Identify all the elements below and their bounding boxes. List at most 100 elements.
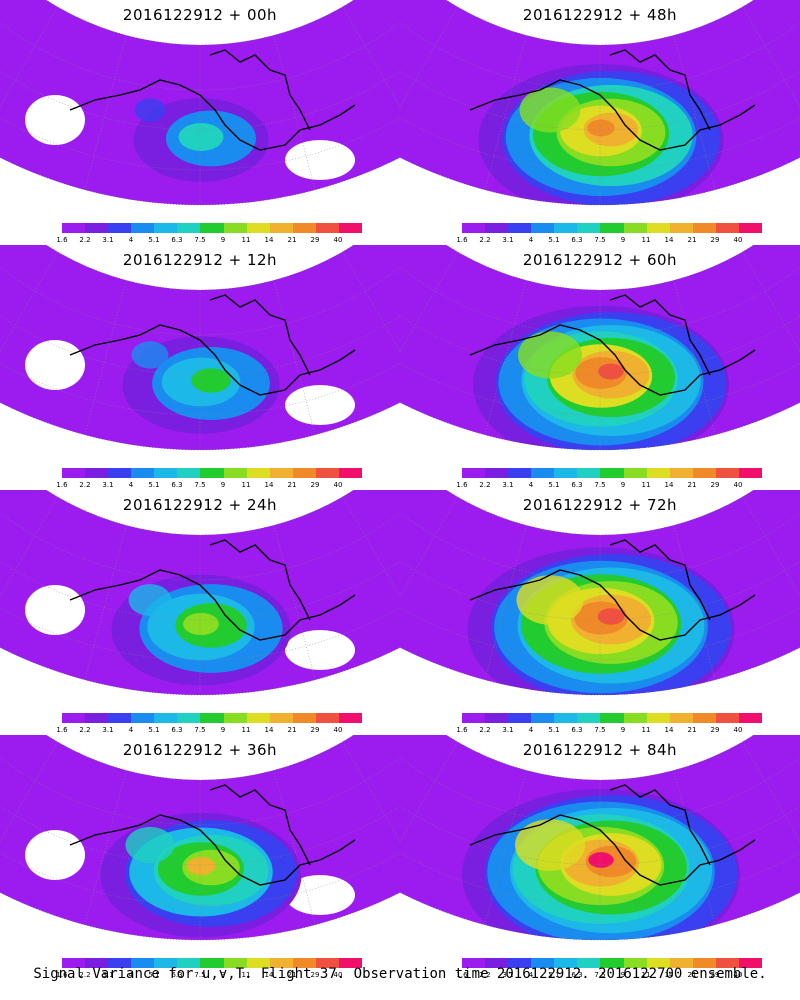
colorbar-segment — [315, 223, 339, 233]
colorbar-tick-label: 40 — [333, 481, 343, 489]
colorbar-segment — [62, 223, 86, 233]
colorbar-tick-label: 11 — [641, 726, 651, 734]
colorbar-segment — [646, 713, 670, 723]
colorbar-segment — [531, 958, 555, 968]
panel-title: 2016122912 + 36h — [122, 741, 278, 759]
colorbar-tick-label: 21 — [687, 726, 697, 734]
variance-map — [0, 245, 400, 451]
colorbar-segment — [108, 223, 132, 233]
colorbar-segment — [269, 713, 293, 723]
colorbar-segment — [485, 958, 509, 968]
colorbar-segment — [462, 468, 486, 478]
colorbar-segment — [508, 713, 532, 723]
colorbar-segment — [62, 713, 86, 723]
colorbar-tick-label: 29 — [710, 481, 720, 489]
colorbar-tick-label: 3.1 — [502, 481, 514, 489]
colorbar-segment — [85, 713, 109, 723]
colorbar-tick-label: 4 — [128, 971, 134, 979]
colorbar-tick-label: 14 — [264, 726, 274, 734]
colorbar-segment — [246, 223, 270, 233]
colorbar-segment — [669, 223, 693, 233]
colorbar — [62, 468, 363, 478]
colorbar-segment — [485, 468, 509, 478]
colorbar-segment — [508, 958, 532, 968]
colorbar-segment — [531, 713, 555, 723]
colorbar-tick-label: 11 — [641, 481, 651, 489]
colorbar-tick-label: 40 — [333, 726, 343, 734]
colorbar-tick-label: 9 — [620, 971, 626, 979]
colorbar-tick-label: 14 — [664, 481, 674, 489]
colorbar-tick-label: 2.2 — [479, 481, 491, 489]
colorbar-tick-label: 1.6 — [456, 726, 468, 734]
colorbar-tick-labels: 1.6 2.2 3.1 4 5.1 6.3 7.5 9 11 14 21 29 40 — [52, 971, 372, 981]
variance-map — [400, 0, 800, 206]
colorbar-tick-label: 2.2 — [79, 236, 91, 244]
colorbar-tick-label: 4 — [128, 236, 134, 244]
colorbar-segment — [715, 468, 739, 478]
panel-title: 2016122912 + 00h — [122, 6, 278, 24]
colorbar-segment — [738, 958, 763, 968]
colorbar-tick-labels: 1.6 2.2 3.1 4 5.1 6.3 7.5 9 11 14 21 29 40 — [52, 726, 372, 736]
colorbar-segment — [646, 468, 670, 478]
colorbar-tick-label: 21 — [287, 971, 297, 979]
colorbar-segment — [154, 713, 178, 723]
map-panel-p36: 2016122912 + 36h 1.6 2.2 3.1 4 5.1 6.3 7.5 9 11 14… — [0, 735, 400, 980]
colorbar-segment — [669, 713, 693, 723]
figure-footer-caption: Signal Variance for u,v,T. Flight 37. Ob… — [33, 966, 767, 982]
colorbar-segment — [531, 223, 555, 233]
colorbar-segment — [246, 468, 270, 478]
colorbar-tick-label: 21 — [687, 236, 697, 244]
colorbar-segment — [223, 223, 247, 233]
colorbar-segment — [692, 223, 716, 233]
colorbar-segment — [600, 468, 624, 478]
colorbar-tick-label: 3.1 — [502, 236, 514, 244]
colorbar-segment — [485, 223, 509, 233]
colorbar-segment — [623, 468, 647, 478]
map-panel-p72: 2016122912 + 72h 1.6 2.2 3.1 4 5.1 6.3 7.5 9 11 14… — [400, 490, 800, 735]
colorbar-segment — [577, 468, 601, 478]
colorbar-tick-labels: 1.6 2.2 3.1 4 5.1 6.3 7.5 9 11 14 21 29 40 — [52, 481, 372, 491]
colorbar-tick-label: 6.3 — [171, 481, 183, 489]
colorbar-tick-label: 6.3 — [571, 236, 583, 244]
colorbar-segment — [554, 713, 578, 723]
colorbar-tick-label: 9 — [220, 481, 226, 489]
colorbar-tick-label: 14 — [664, 726, 674, 734]
colorbar-tick-label: 3.1 — [502, 726, 514, 734]
colorbar-tick-label: 21 — [287, 481, 297, 489]
colorbar-segment — [223, 958, 247, 968]
panel-title: 2016122912 + 60h — [522, 251, 678, 269]
colorbar-tick-label: 14 — [264, 971, 274, 979]
colorbar-tick-label: 5.1 — [548, 236, 560, 244]
colorbar-tick-label: 29 — [310, 481, 320, 489]
colorbar-tick-label: 4 — [128, 481, 134, 489]
colorbar-segment — [315, 468, 339, 478]
colorbar-segment — [623, 958, 647, 968]
colorbar-segment — [269, 958, 293, 968]
colorbar-tick-label: 5.1 — [548, 481, 560, 489]
colorbar-segment — [200, 223, 224, 233]
map-panel-p24: 2016122912 + 24h 1.6 2.2 3.1 4 5.1 6.3 7.5 9 11 14… — [0, 490, 400, 735]
colorbar-segment — [646, 958, 670, 968]
colorbar-tick-labels: 1.6 2.2 3.1 4 5.1 6.3 7.5 9 11 14 21 29 40 — [452, 481, 772, 491]
colorbar-tick-label: 3.1 — [502, 971, 514, 979]
colorbar-tick-label: 7.5 — [594, 971, 606, 979]
colorbar — [462, 468, 763, 478]
colorbar-segment — [692, 958, 716, 968]
colorbar — [62, 713, 363, 723]
colorbar-tick-label: 2.2 — [479, 971, 491, 979]
colorbar-segment — [715, 713, 739, 723]
panel-title: 2016122912 + 72h — [522, 496, 678, 514]
colorbar-segment — [223, 713, 247, 723]
colorbar-tick-label: 9 — [620, 481, 626, 489]
colorbar-segment — [85, 223, 109, 233]
colorbar-segment — [462, 958, 486, 968]
colorbar-segment — [623, 713, 647, 723]
panel-title: 2016122912 + 24h — [122, 496, 278, 514]
colorbar-segment — [715, 958, 739, 968]
colorbar-segment — [554, 958, 578, 968]
colorbar-tick-label: 40 — [733, 726, 743, 734]
colorbar-segment — [131, 958, 155, 968]
colorbar-segment — [462, 223, 486, 233]
colorbar-tick-label: 7.5 — [194, 481, 206, 489]
colorbar-tick-label: 9 — [220, 971, 226, 979]
